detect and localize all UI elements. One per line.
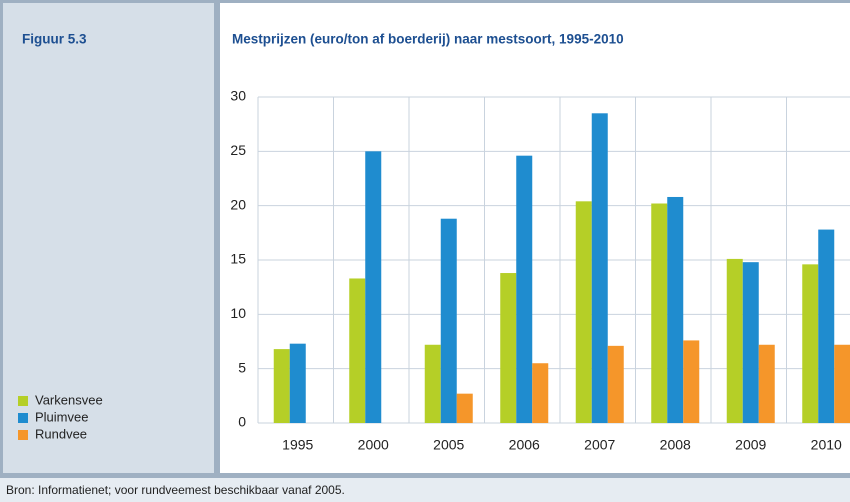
bar: [575, 201, 592, 423]
x-tick-label: 2008: [660, 437, 691, 453]
x-tick-label: 2000: [358, 437, 389, 453]
bar: [289, 343, 306, 423]
y-tick-label: 10: [230, 305, 246, 321]
bar: [667, 196, 684, 423]
bar: [500, 273, 517, 423]
bar: [424, 344, 441, 423]
bar: [818, 229, 835, 423]
x-tick-label: 2007: [584, 437, 615, 453]
bar: [532, 363, 549, 423]
y-tick-label: 25: [230, 142, 246, 158]
bar: [591, 113, 608, 424]
legend-label: Rundvee: [35, 426, 87, 441]
y-tick-label: 20: [230, 196, 246, 212]
x-tick-label: 2005: [433, 437, 464, 453]
x-tick-label: 2006: [509, 437, 540, 453]
bar: [742, 262, 759, 423]
bar: [349, 278, 366, 423]
bar: [834, 344, 850, 423]
figure-label: Figuur 5.3: [22, 32, 87, 47]
x-tick-label: 2010: [811, 437, 842, 453]
bar: [607, 345, 624, 423]
footer-panel: [0, 478, 850, 502]
bar: [273, 349, 290, 423]
y-tick-label: 30: [230, 88, 246, 104]
bar: [365, 151, 382, 424]
bar: [456, 393, 473, 423]
y-tick-label: 15: [230, 251, 246, 267]
source-note: Bron: Informatienet; voor rundveemest be…: [6, 483, 345, 497]
chart-title: Mestprijzen (euro/ton af boerderij) naar…: [232, 32, 624, 47]
bar: [440, 218, 457, 423]
legend-swatch: [18, 413, 28, 423]
y-tick-label: 0: [238, 414, 246, 430]
x-tick-label: 2009: [735, 437, 766, 453]
legend-label: Pluimvee: [35, 409, 88, 424]
x-tick-label: 1995: [282, 437, 313, 453]
bar: [516, 155, 533, 423]
legend-swatch: [18, 396, 28, 406]
bar: [683, 340, 700, 423]
legend-swatch: [18, 430, 28, 440]
bar: [726, 258, 743, 423]
bar: [758, 344, 775, 423]
bar: [651, 203, 668, 423]
side-panel: [3, 3, 214, 473]
bar: [802, 264, 819, 423]
legend-label: Varkensvee: [35, 392, 103, 407]
y-tick-label: 5: [238, 359, 246, 375]
